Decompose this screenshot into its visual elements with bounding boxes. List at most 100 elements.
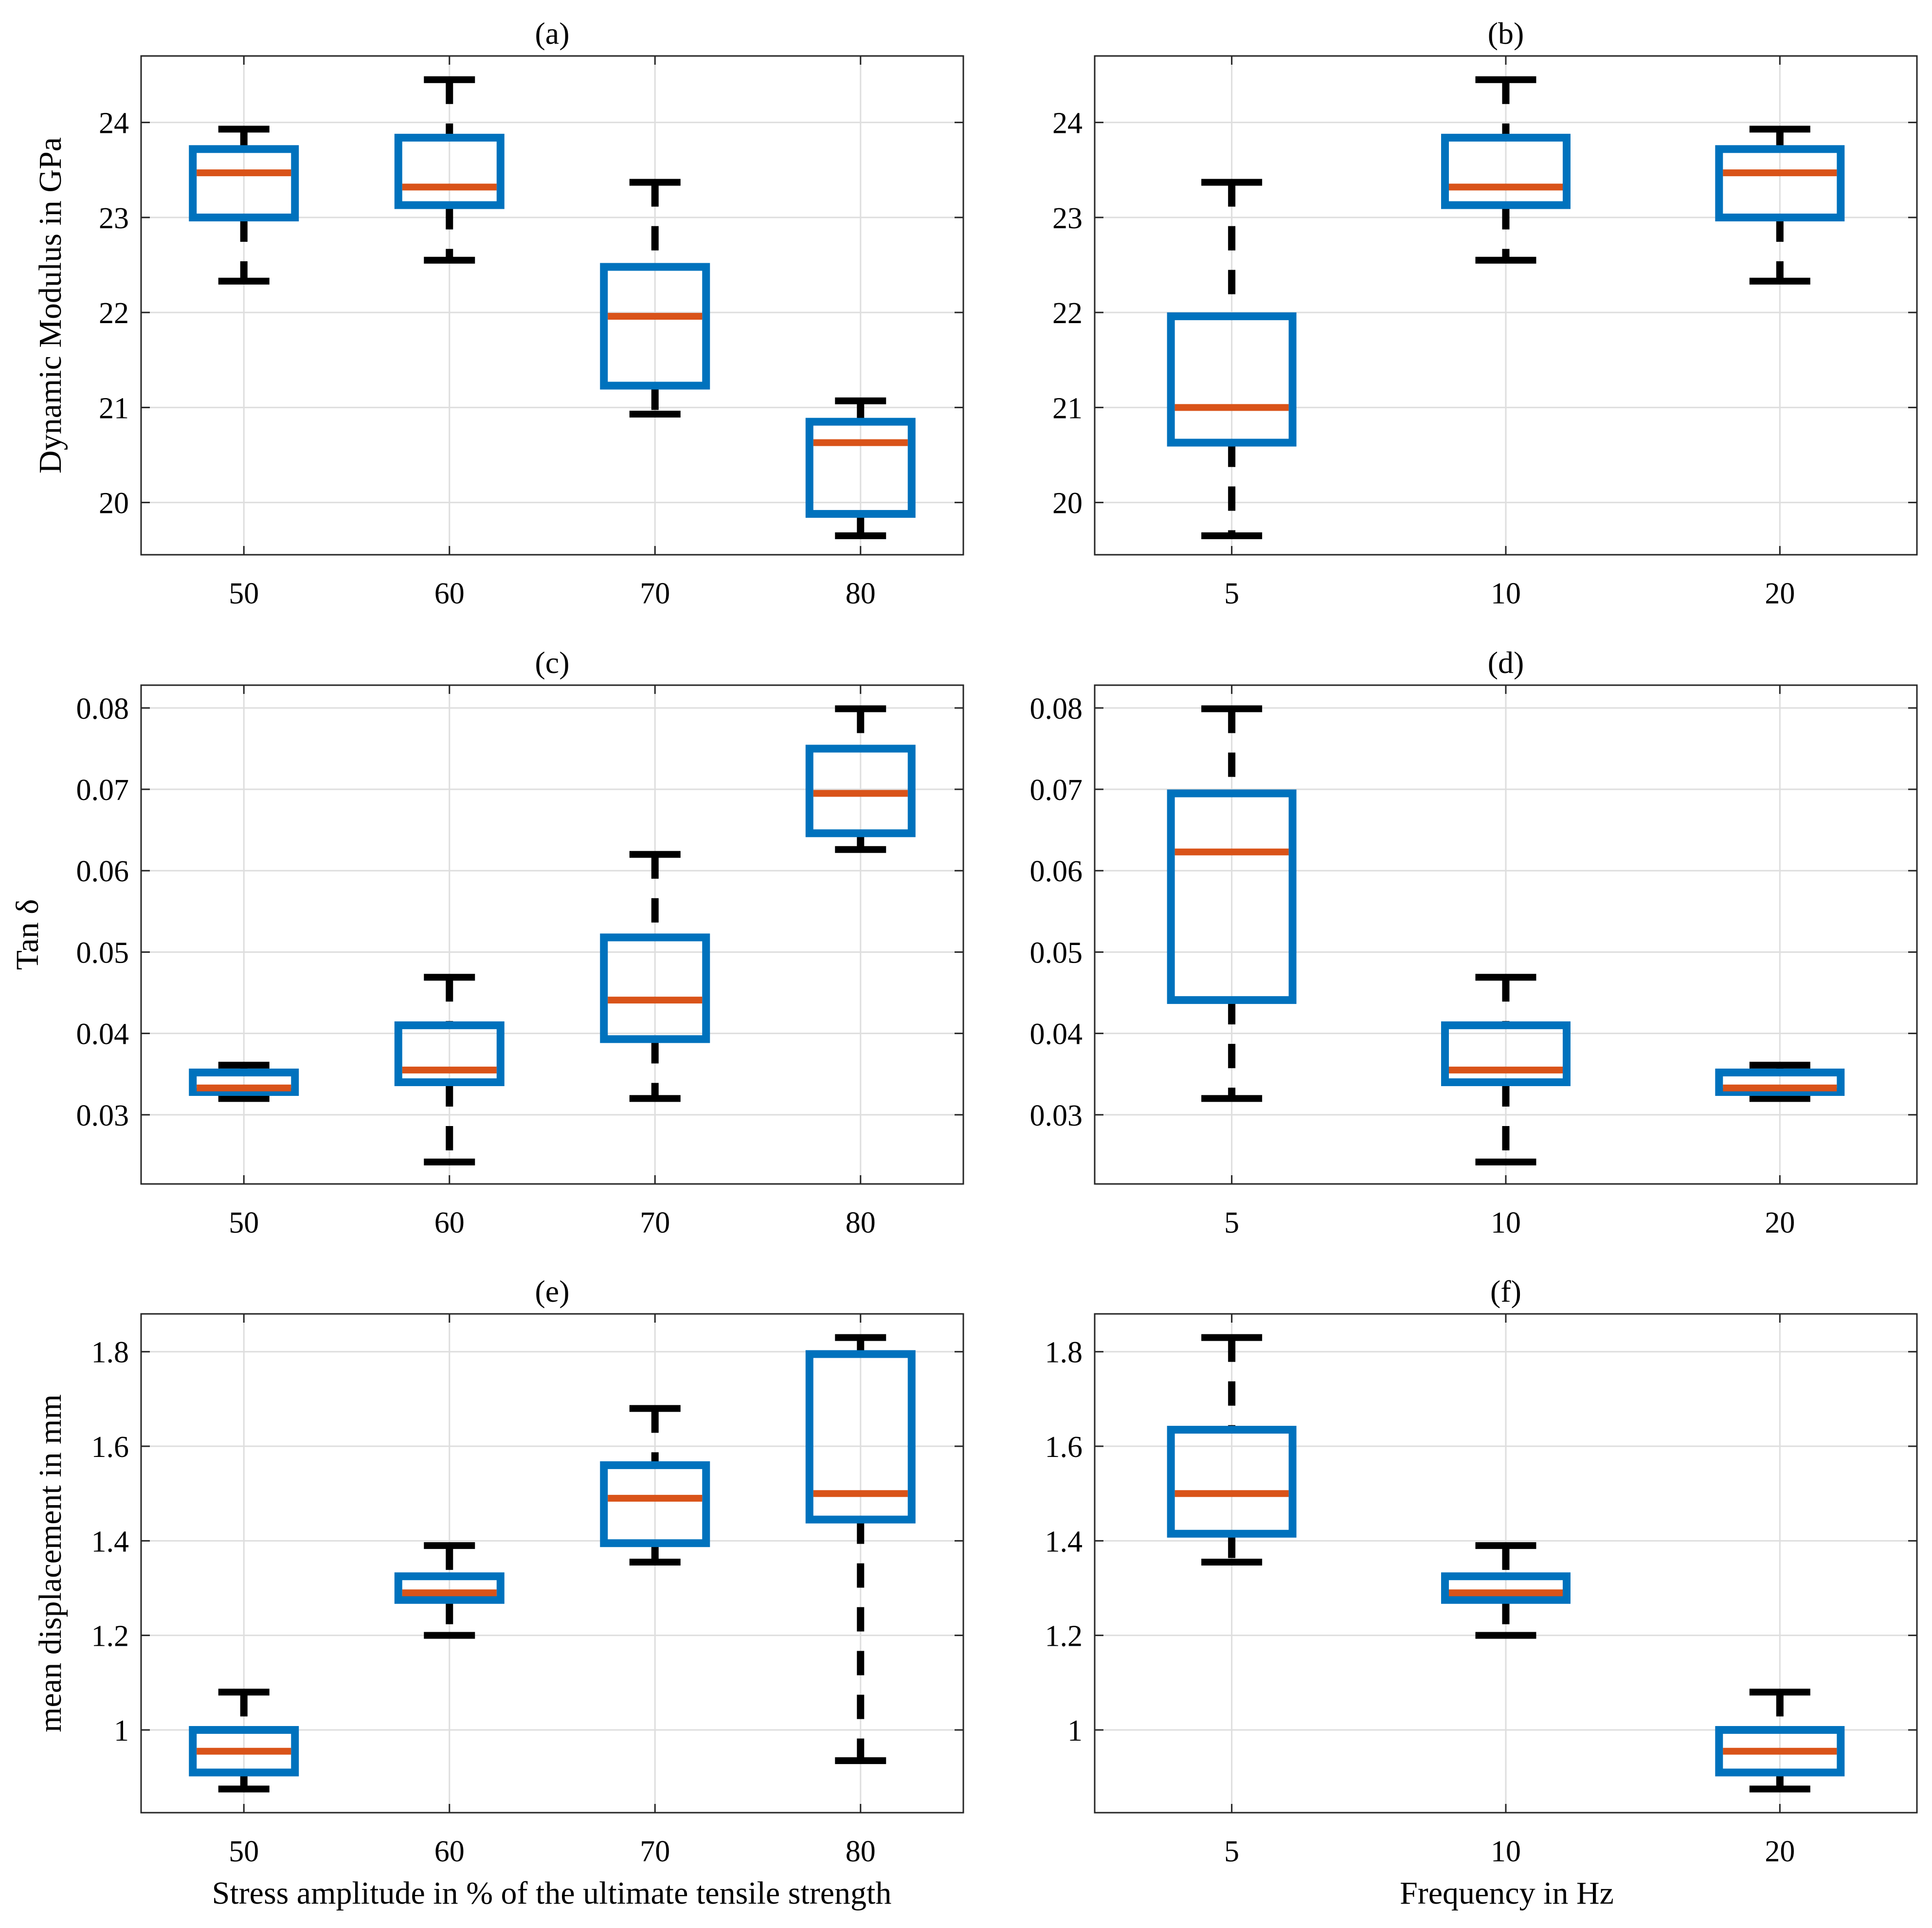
y-tick-label: 21 [99, 392, 129, 425]
y-tick-label: 23 [99, 202, 129, 235]
x-tick-label: 70 [640, 1206, 670, 1239]
x-tick-label: 80 [846, 1206, 876, 1239]
box-20 [1715, 1689, 1845, 1793]
iqr-box [1715, 1068, 1845, 1096]
x-tick-label: 80 [846, 1835, 876, 1868]
panel-title: (d) [1488, 645, 1524, 680]
axes-frame [140, 55, 964, 556]
x-tick-label: 5 [1224, 1835, 1239, 1868]
y-tick-label: 0.03 [76, 1099, 129, 1132]
box-10 [1441, 974, 1571, 1165]
y-axis-label: mean displacement in mm [33, 1394, 68, 1732]
iqr-box [394, 1572, 505, 1604]
x-tick-label: 70 [640, 577, 670, 610]
box-70 [600, 851, 710, 1102]
x-tick-label: 80 [846, 577, 876, 610]
panel-f: 1 1.2 1.4 1.6 1.8 5 10 20 (f) [1045, 1274, 1918, 1868]
y-tick-label: 24 [99, 107, 129, 140]
y-tick-label: 1.6 [91, 1431, 129, 1464]
iqr-box [600, 933, 710, 1043]
x-tick-label: 20 [1765, 577, 1795, 610]
panel-b: 20 21 22 23 24 5 10 20 (b) [1052, 16, 1918, 610]
x-tick-label: 5 [1224, 1206, 1239, 1239]
box-80 [805, 705, 916, 853]
y-tick-label: 23 [1052, 202, 1083, 235]
y-tick-label: 24 [1052, 107, 1083, 140]
iqr-box [1441, 1021, 1571, 1086]
y-tick-label: 21 [1052, 392, 1083, 425]
x-axis-label-frequency: Frequency in Hz [1400, 1875, 1614, 1911]
box-20 [1715, 126, 1845, 285]
axes-frame [140, 1313, 964, 1814]
box-5 [1167, 1334, 1297, 1566]
box-5 [1167, 179, 1297, 539]
y-tick-label: 0.06 [76, 855, 129, 888]
iqr-box [805, 745, 916, 837]
y-tick-label: 0.07 [1030, 774, 1083, 807]
x-tick-label: 5 [1224, 577, 1239, 610]
x-tick-label: 50 [229, 577, 259, 610]
y-tick-label: 1.6 [1045, 1431, 1083, 1464]
x-tick-label: 20 [1765, 1835, 1795, 1868]
iqr-box [805, 1350, 916, 1524]
y-tick-label: 0.05 [1030, 936, 1083, 969]
iqr-box [189, 145, 299, 221]
box-80 [805, 1334, 916, 1764]
panel-a: 20 21 22 23 24 50 60 70 80 (a) Dynamic Modulus in … [33, 16, 964, 610]
panels: 20 21 22 23 24 50 60 70 80 (a) Dynamic Modulus in … [10, 16, 1918, 1868]
axes-frame [140, 684, 964, 1185]
panel-c: 0.03 0.04 0.05 0.06 0.07 0.08 50 60 70 80 (c) Tan δ [10, 645, 964, 1239]
y-tick-label: 1.2 [91, 1620, 129, 1653]
y-tick-label: 20 [99, 487, 129, 520]
y-tick-label: 0.07 [76, 774, 129, 807]
x-tick-label: 70 [640, 1835, 670, 1868]
iqr-box [394, 133, 505, 209]
x-axis-label-stress: Stress amplitude in % of the ultimate te… [212, 1875, 892, 1911]
iqr-box [600, 1461, 710, 1547]
y-tick-label: 1.2 [1045, 1620, 1083, 1653]
panel-title: (b) [1488, 16, 1524, 51]
y-tick-label: 0.06 [1030, 855, 1083, 888]
iqr-box [1167, 1426, 1297, 1538]
x-tick-label: 20 [1765, 1206, 1795, 1239]
box-5 [1167, 705, 1297, 1102]
x-tick-label: 10 [1491, 1206, 1521, 1239]
box-50 [189, 1689, 299, 1793]
panel-title: (e) [535, 1274, 569, 1309]
y-tick-label: 22 [99, 297, 129, 330]
y-tick-label: 0.08 [76, 692, 129, 726]
iqr-box [1715, 1726, 1845, 1777]
panel-e: 1 1.2 1.4 1.6 1.8 50 60 70 80 (e) mean displacemen… [33, 1274, 964, 1868]
y-tick-label: 0.04 [76, 1018, 129, 1051]
box-60 [394, 1542, 505, 1639]
y-tick-label: 1.8 [1045, 1336, 1083, 1369]
y-tick-label: 1.4 [1045, 1525, 1083, 1558]
iqr-box [1441, 1572, 1571, 1604]
x-tick-label: 50 [229, 1835, 259, 1868]
x-tick-label: 10 [1491, 1835, 1521, 1868]
iqr-box [600, 263, 710, 390]
box-60 [394, 974, 505, 1165]
x-tick-label: 60 [434, 1206, 465, 1239]
y-tick-label: 1 [1067, 1714, 1083, 1747]
box-20 [1715, 1061, 1845, 1102]
box-10 [1441, 76, 1571, 264]
x-tick-label: 60 [434, 577, 465, 610]
panel-title: (a) [535, 16, 569, 51]
y-tick-label: 1.8 [91, 1336, 129, 1369]
panel-title: (f) [1490, 1274, 1521, 1309]
box-50 [189, 1061, 299, 1102]
box-70 [600, 179, 710, 418]
iqr-box [189, 1068, 299, 1096]
x-tick-label: 50 [229, 1206, 259, 1239]
box-70 [600, 1405, 710, 1566]
box-60 [394, 76, 505, 264]
y-tick-label: 0.08 [1030, 692, 1083, 726]
iqr-box [1167, 312, 1297, 447]
iqr-box [394, 1021, 505, 1086]
y-tick-label: 22 [1052, 297, 1083, 330]
y-tick-label: 1.4 [91, 1525, 129, 1558]
